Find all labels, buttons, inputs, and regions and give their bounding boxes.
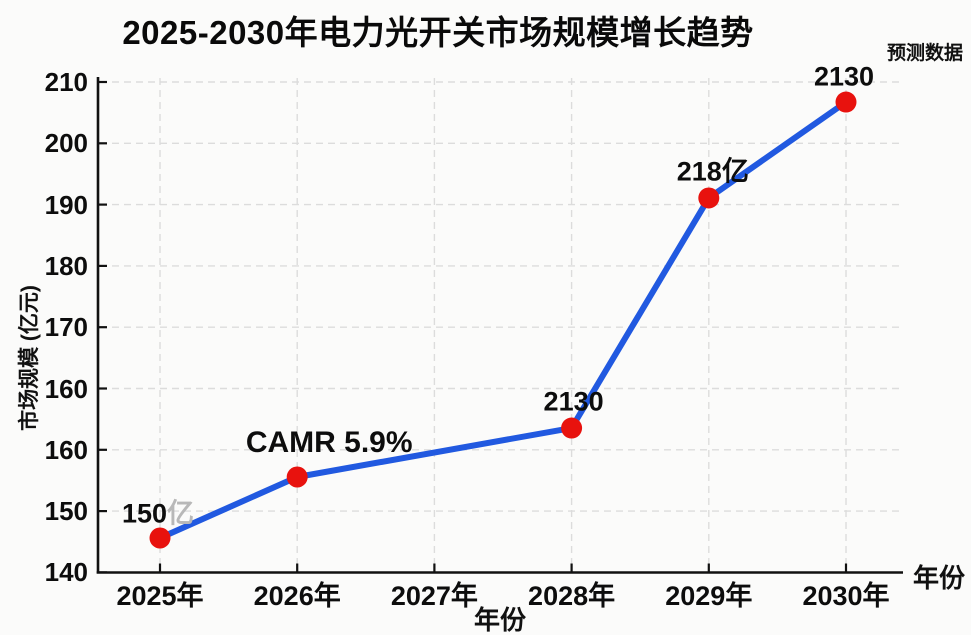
x-axis-title: 年份 [473,605,526,635]
y-tick-label: 180 [44,250,88,281]
forecast-note: 预测数据 [886,43,963,64]
point-label: 2130 [544,387,604,418]
x-tick-label: 2025年 [116,580,204,611]
data-point-marker [835,91,857,113]
y-tick-label: 150 [44,496,88,527]
point-label: 150亿 [122,491,194,530]
data-point-marker [561,417,583,439]
point-label-suffix: 亿 [167,498,195,529]
point-label-text: 2130 [813,61,875,92]
point-label: 2130 [814,62,874,93]
point-label-text: 150 [121,498,168,529]
chart-title: 2025-2030年电力光开关市场规模增长趋势 [122,14,754,51]
x-tick-label: 2029年 [665,580,753,611]
y-tick-label: 190 [44,189,88,220]
data-point-marker [149,527,171,549]
data-point-marker [698,187,720,209]
y-tick-label: 170 [44,312,88,343]
x-tick-label: 2026年 [253,580,341,611]
data-point-marker [286,466,308,488]
point-label: CAMR 5.9% [246,426,413,460]
y-tick-label: 140 [44,557,88,588]
y-tick-label: 210 [44,67,88,97]
y-tick-label: 160 [44,373,88,404]
x-tick-label: 2027年 [390,580,478,611]
x-tick-label: 2028年 [528,580,616,611]
y-tick-label: 160 [44,434,88,465]
y-tick-label: 200 [44,128,88,159]
point-label-text: 2130 [543,386,604,417]
x-tick-label: 2030年 [802,580,890,611]
point-label-text: 218亿 [676,156,749,187]
point-label-text: CAMR 5.9% [245,425,413,459]
point-label: 218亿 [677,149,749,188]
x-axis-title-right: 年份 [913,563,966,593]
